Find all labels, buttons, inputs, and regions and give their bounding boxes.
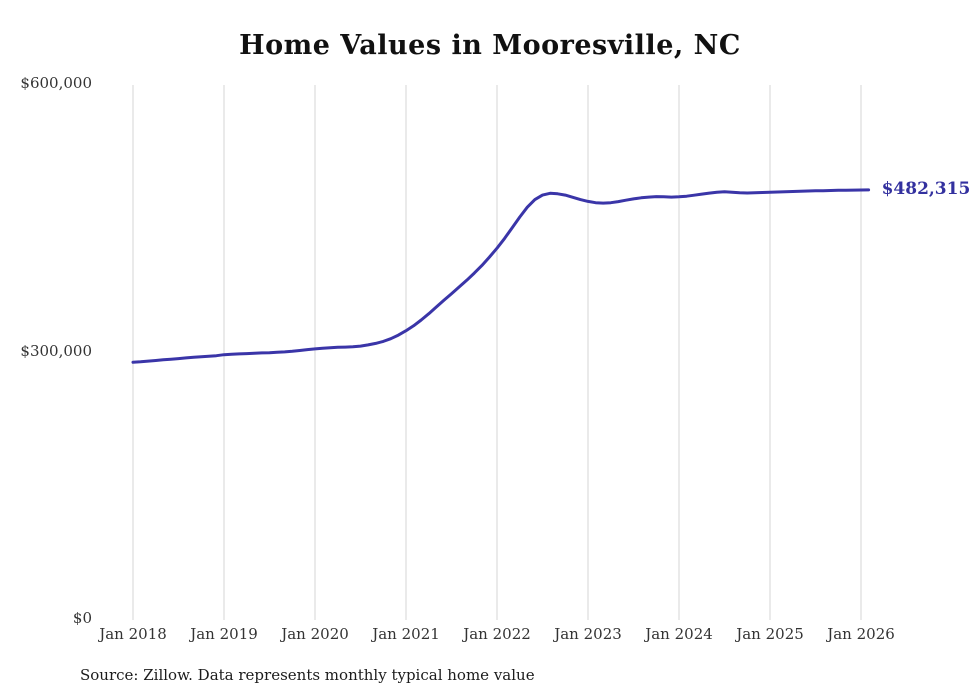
x-tick-label: Jan 2020 — [281, 625, 349, 643]
y-tick-label: $0 — [72, 609, 92, 627]
y-tick-label: $600,000 — [20, 74, 92, 92]
x-tick-label: Jan 2026 — [827, 625, 895, 643]
home-value-line — [131, 188, 871, 364]
x-tick-label: Jan 2022 — [463, 625, 531, 643]
chart-title: Home Values in Mooresville, NC — [239, 30, 741, 61]
x-tick-label: Jan 2019 — [190, 625, 258, 643]
source-note: Source: Zillow. Data represents monthly … — [80, 666, 535, 684]
x-tick-label: Jan 2023 — [554, 625, 622, 643]
x-tick-label: Jan 2024 — [645, 625, 713, 643]
y-tick-label: $300,000 — [20, 341, 92, 360]
x-tick-label: Jan 2025 — [736, 625, 804, 643]
current-value-label: $482,315 — [881, 178, 971, 199]
x-tick-label: Jan 2021 — [372, 625, 440, 643]
x-tick-label: Jan 2018 — [99, 625, 167, 643]
